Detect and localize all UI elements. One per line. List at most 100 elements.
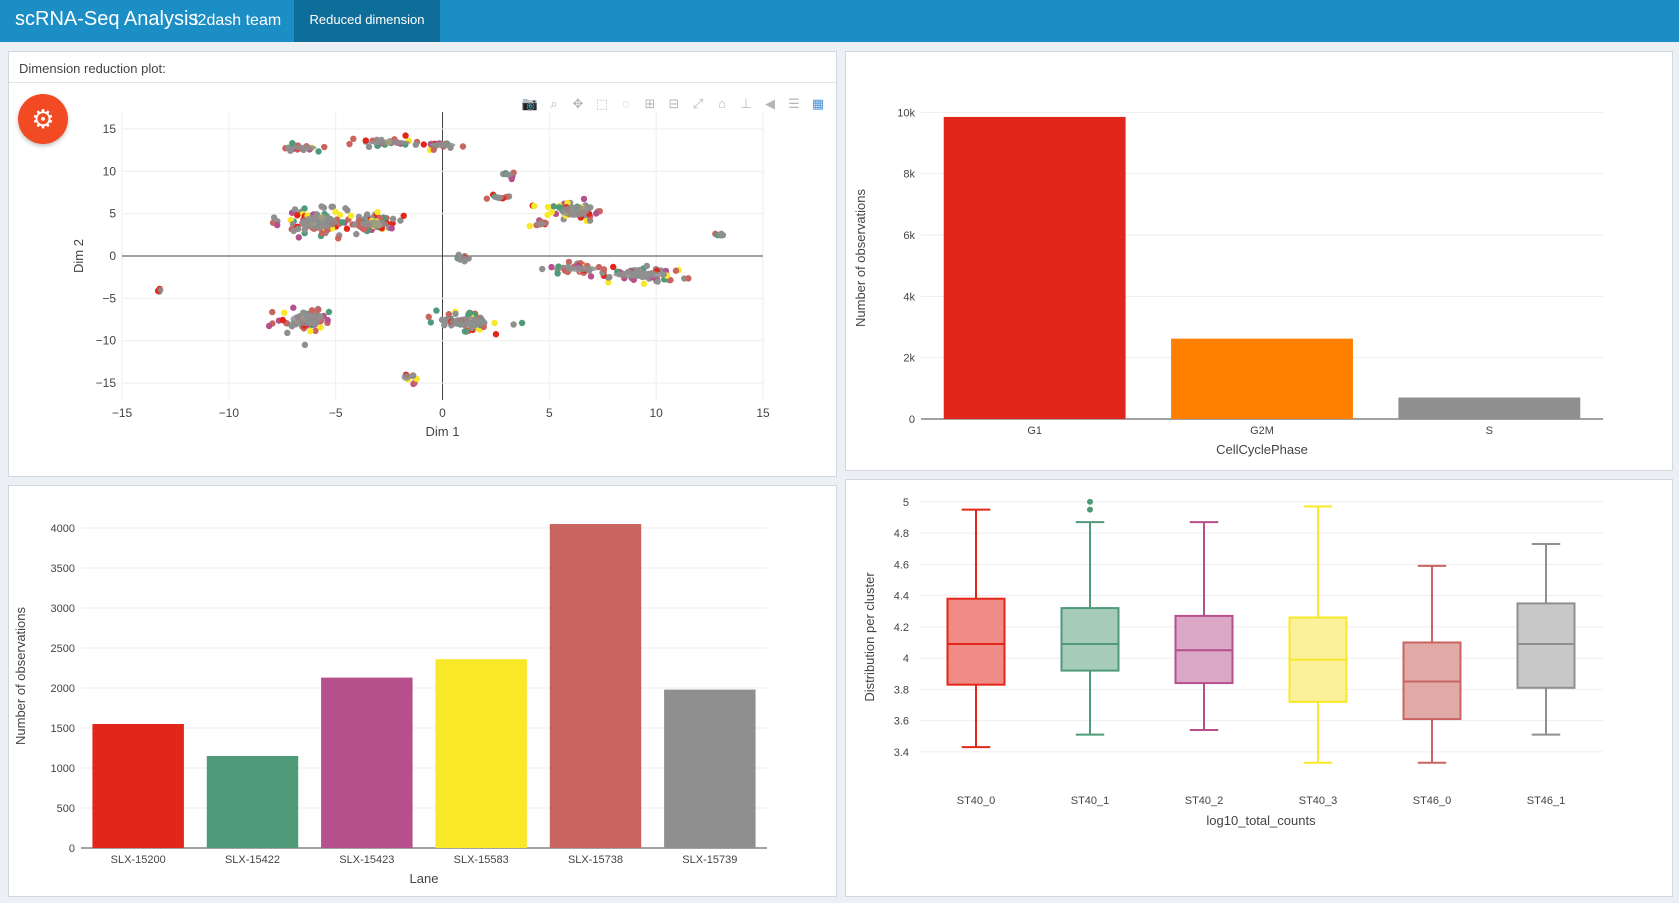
y-tick-label: 4k [903,291,915,303]
scatter-point [334,235,342,242]
scatter-point [565,258,573,266]
lane-bar-chart[interactable]: 0 500 1000 1500 2000 2500 3000 3500 4000 SLX-1520… [9,486,836,896]
y-tick-label: 4 [903,653,909,665]
total-counts-box: 3.4 3.6 3.8 4 4.2 4.4 4.6 4.8 5 ST40_0 ST40_1 ST40_… [845,479,1673,897]
x-tick-label: ST40_0 [957,795,996,807]
scatter-point [400,212,407,219]
x-tick-label: ST46_0 [1413,795,1452,807]
scatter-point [510,321,517,328]
scatter-point [353,230,360,238]
zoom-out-icon[interactable]: ⊟ [668,96,680,111]
scatter-point [332,208,339,216]
scatter-point [350,135,357,143]
scatter-point [281,309,288,316]
scatter-point [427,319,434,326]
y-tick-label: 6k [903,230,915,242]
hover-closest-icon[interactable]: ◀ [765,96,775,111]
y-tick-label: 3500 [51,563,75,575]
app-title[interactable]: scRNA-Seq Analysis [15,8,199,30]
scatter-point [363,211,371,218]
scatter-point [412,141,419,148]
y-axis-title: Dim 2 [71,239,86,273]
x-tick-label: −5 [329,406,343,420]
team-name: i2dash team [194,12,282,29]
y-tick-label: 0 [109,249,116,263]
scatter-point [587,204,594,211]
scatter-point [321,143,328,151]
scatter-point [301,205,308,212]
scatter-point [654,278,661,285]
x-tick-label: ST40_1 [1071,795,1110,807]
y-tick-label: 15 [103,122,117,136]
scatter-point [265,322,273,330]
spike-lines-icon[interactable]: ⊥ [740,96,752,111]
scatter-point [526,222,534,230]
scatter-cluster-core [534,220,547,227]
x-axis-title: CellCyclePhase [1216,442,1308,457]
y-tick-label: 3000 [51,603,75,615]
scatter-point [409,372,417,380]
y-tick-label: 8k [903,169,915,181]
box-divider [9,82,836,83]
scatter-point [667,276,674,284]
y-axis-title: Distribution per cluster [862,572,877,702]
zoom-in-icon[interactable]: ⊞ [644,96,656,111]
lasso-icon[interactable]: ◌ [622,96,630,111]
y-tick-label: 4.2 [894,622,909,634]
outlier-point [1087,498,1093,505]
scatter-point [555,204,563,211]
scatter-point [445,311,453,318]
x-tick-label: SLX-15200 [111,854,166,866]
x-tick-label: −10 [219,406,240,420]
box-st40_1 [1060,607,1120,672]
scatter-point [548,263,555,271]
cell-cycle-bar-chart[interactable]: 0 2k 4k 6k 8k 10k G1 G2M S CellCyclePhase Number o… [846,52,1672,470]
scatter-point [290,304,297,311]
x-tick-label: ST46_1 [1527,795,1566,807]
total-counts-box-plot[interactable]: 3.4 3.6 3.8 4 4.2 4.4 4.6 4.8 5 ST40_0 ST40_1 ST40_… [846,480,1672,896]
scatter-point [554,270,561,277]
pan-icon[interactable]: ✥ [572,96,584,111]
hover-compare-icon[interactable]: ☰ [788,96,800,111]
scatter-point [325,308,333,316]
autoscale-icon[interactable]: ⤢ [692,96,704,111]
y-tick-label: 2000 [51,683,75,695]
bar-slx-15583 [435,659,527,848]
scatter-cluster-core [449,316,487,328]
y-axis-title: Number of observations [853,188,868,327]
scatter-cluster-core [290,313,322,327]
x-tick-label: 10 [649,406,663,420]
scatter-point [336,211,344,218]
dimension-reduction-box: Dimension reduction plot: ⚙ 📷 ⌕ ✥ ⬚ ◌ ⊞ … [8,51,837,477]
scatter-point [374,208,381,216]
scatter-cluster-core [367,139,411,146]
reset-axes-icon[interactable]: ⌂ [718,96,726,111]
scatter-point [397,217,404,224]
scatter-point [295,234,302,241]
x-axis-title: Lane [410,871,439,886]
camera-icon[interactable]: 📷 [521,96,539,111]
y-tick-label: 4000 [51,523,75,535]
dimension-scatter-plot[interactable]: −15 −10 −5 0 5 10 15 15 10 5 0 −5 −10 −15 Dim 1 Dim 2 [9,52,836,476]
scatter-point [317,324,324,331]
scatter-cluster-core [360,219,389,229]
scatter-point [324,316,331,324]
scatter-point [289,139,296,147]
box-select-icon[interactable]: ⬚ [595,96,609,111]
y-tick-label: 3.8 [894,684,909,696]
scatter-point [587,273,595,280]
x-axis-title: Dim 1 [426,424,460,439]
scatter-point [580,195,588,203]
plotly-logo-icon[interactable]: ▦ [811,96,825,111]
bar-slx-15739 [664,689,756,848]
scatter-point [518,319,526,327]
plot-modebar: 📷 ⌕ ✥ ⬚ ◌ ⊞ ⊟ ⤢ ⌂ ⊥ ◀ ☰ ▦ [520,94,828,114]
zoom-icon[interactable]: ⌕ [550,96,558,111]
scatter-point [307,327,314,335]
tab-reduced-dimension[interactable]: Reduced dimension [294,0,440,42]
scatter-point [315,148,322,155]
x-tick-label: 0 [439,406,446,420]
scatter-point [550,203,557,210]
settings-gear-button[interactable]: ⚙ [18,94,68,144]
y-tick-label: −10 [96,334,117,348]
